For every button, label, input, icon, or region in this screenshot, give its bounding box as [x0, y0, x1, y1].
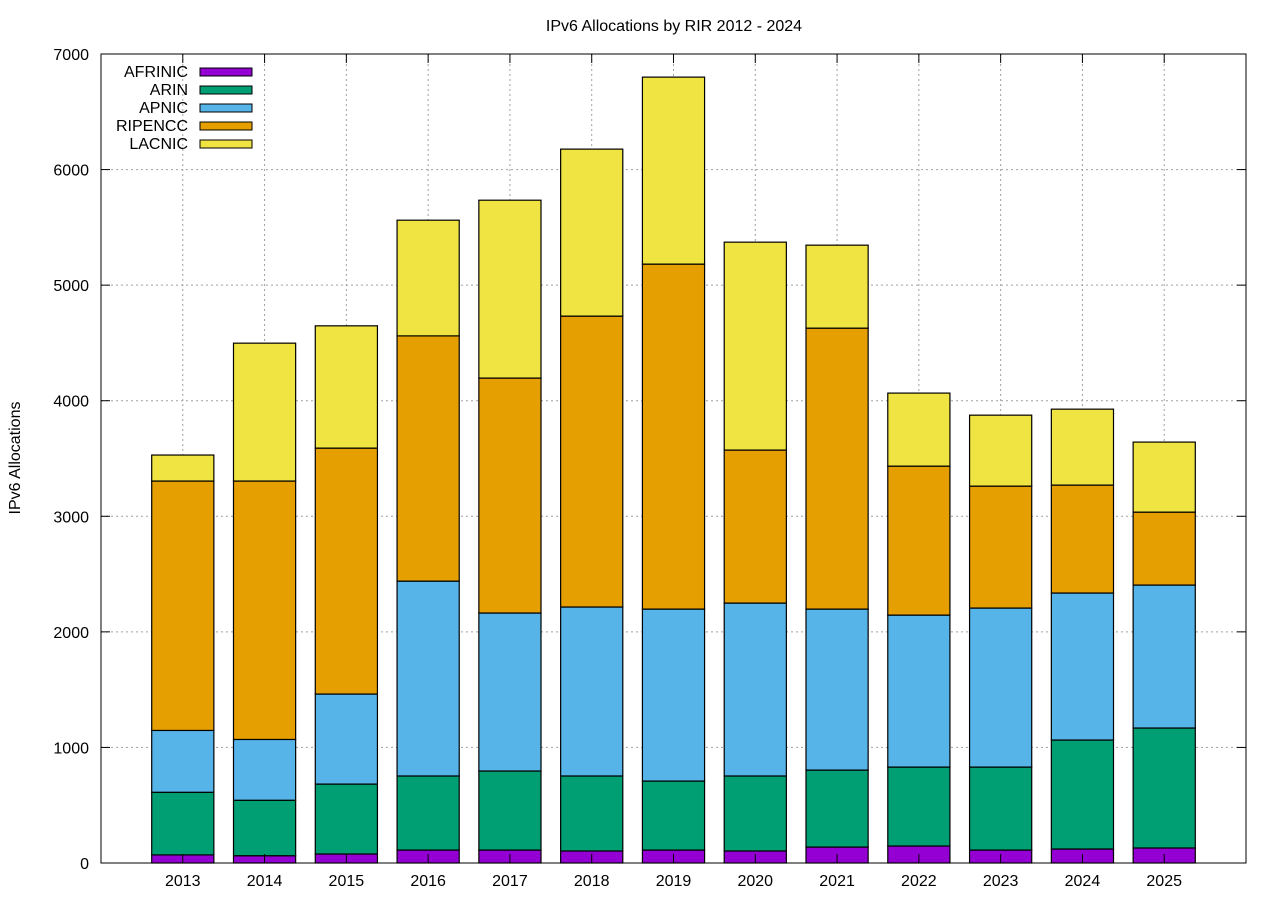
y-tick-label: 2000 [53, 625, 89, 642]
bar-apnic-2015 [314, 693, 379, 785]
legend-label-ripencc: RIPENCC [116, 118, 188, 135]
bar-ripencc-2023 [968, 485, 1033, 609]
legend-label-arin: ARIN [150, 82, 188, 99]
bar-apnic-2019 [641, 608, 706, 782]
bar-lacnic-2021 [805, 244, 869, 329]
bar-lacnic-2022 [887, 392, 951, 467]
bar-ripencc-2018 [560, 315, 624, 608]
bar-arin-2019 [641, 780, 706, 851]
bar-arin-2016 [396, 775, 460, 851]
x-tick-label: 2017 [492, 873, 528, 890]
axis-ticks: 0 1000 2000 3000 4000 5000 6000 7000 2013 2014 201… [53, 47, 1246, 890]
bar-apnic-2020 [723, 602, 787, 777]
bars [151, 76, 1196, 864]
bar-arin-2018 [560, 775, 624, 852]
bar-apnic-2014 [232, 738, 297, 801]
x-tick-label: 2020 [737, 873, 773, 890]
x-tick-label: 2018 [574, 873, 610, 890]
chart-title: IPv6 Allocations by RIR 2012 - 2024 [546, 18, 802, 35]
x-tick-label: 2023 [983, 873, 1019, 890]
bar-arin-2023 [968, 766, 1033, 851]
x-tick-label: 2021 [819, 873, 855, 890]
bar-lacnic-2018 [560, 148, 624, 317]
bar-lacnic-2025 [1132, 441, 1196, 513]
x-tick-label: 2025 [1146, 873, 1182, 890]
bar-ripencc-2022 [887, 465, 951, 616]
bar-lacnic-2017 [478, 199, 542, 379]
x-tick-label: 2019 [656, 873, 692, 890]
bar-arin-2013 [151, 791, 215, 856]
bar-apnic-2018 [560, 606, 624, 777]
y-tick-label: 5000 [53, 278, 89, 295]
bar-ripencc-2019 [641, 263, 706, 610]
y-tick-label: 6000 [53, 163, 89, 180]
bar-arin-2022 [887, 766, 951, 847]
bar-ripencc-2021 [805, 327, 869, 610]
bar-apnic-2021 [805, 608, 869, 771]
bar-lacnic-2014 [232, 342, 297, 482]
bar-ripencc-2015 [314, 447, 379, 695]
legend-swatch-ripencc [199, 121, 253, 131]
bar-ripencc-2024 [1050, 484, 1115, 594]
bar-apnic-2013 [151, 729, 215, 793]
bar-ripencc-2014 [232, 480, 297, 741]
bar-lacnic-2020 [723, 241, 787, 451]
bar-ripencc-2020 [723, 449, 787, 604]
x-tick-label: 2022 [901, 873, 937, 890]
bar-lacnic-2024 [1050, 408, 1115, 486]
bar-apnic-2016 [396, 580, 460, 777]
bar-arin-2025 [1132, 727, 1196, 849]
y-axis-label: IPv6 Allocations [7, 402, 24, 515]
y-tick-label: 7000 [53, 47, 89, 64]
bar-apnic-2023 [968, 607, 1033, 768]
bar-arin-2015 [314, 783, 379, 855]
legend-label-afrinic: AFRINIC [124, 64, 188, 81]
y-tick-label: 1000 [53, 740, 89, 757]
y-tick-label: 3000 [53, 509, 89, 526]
x-tick-label: 2024 [1065, 873, 1101, 890]
bar-lacnic-2015 [314, 325, 379, 449]
bar-lacnic-2023 [968, 414, 1033, 487]
legend-label-lacnic: LACNIC [129, 136, 188, 153]
bar-arin-2024 [1050, 739, 1115, 850]
bar-apnic-2024 [1050, 592, 1115, 741]
y-tick-label: 0 [80, 856, 89, 873]
y-tick-label: 4000 [53, 394, 89, 411]
bar-arin-2014 [232, 799, 297, 857]
bar-apnic-2017 [478, 612, 542, 772]
bar-arin-2017 [478, 770, 542, 851]
bar-ripencc-2013 [151, 480, 215, 732]
bar-apnic-2025 [1132, 584, 1196, 729]
legend-swatch-afrinic [199, 67, 253, 77]
bar-lacnic-2013 [151, 454, 215, 482]
bar-arin-2021 [805, 769, 869, 848]
bar-lacnic-2019 [641, 76, 706, 265]
x-tick-label: 2013 [165, 873, 201, 890]
bar-ripencc-2017 [478, 377, 542, 614]
bar-ripencc-2016 [396, 335, 460, 582]
bar-ripencc-2025 [1132, 511, 1196, 586]
x-tick-label: 2015 [329, 873, 365, 890]
bar-lacnic-2016 [396, 219, 460, 337]
legend-label-apnic: APNIC [139, 100, 188, 117]
legend-swatch-lacnic [199, 139, 253, 149]
x-tick-label: 2014 [247, 873, 283, 890]
legend-swatch-apnic [199, 103, 253, 113]
x-tick-label: 2016 [410, 873, 446, 890]
legend-swatch-arin [199, 85, 253, 95]
bar-arin-2020 [723, 775, 787, 852]
bar-apnic-2022 [887, 614, 951, 768]
